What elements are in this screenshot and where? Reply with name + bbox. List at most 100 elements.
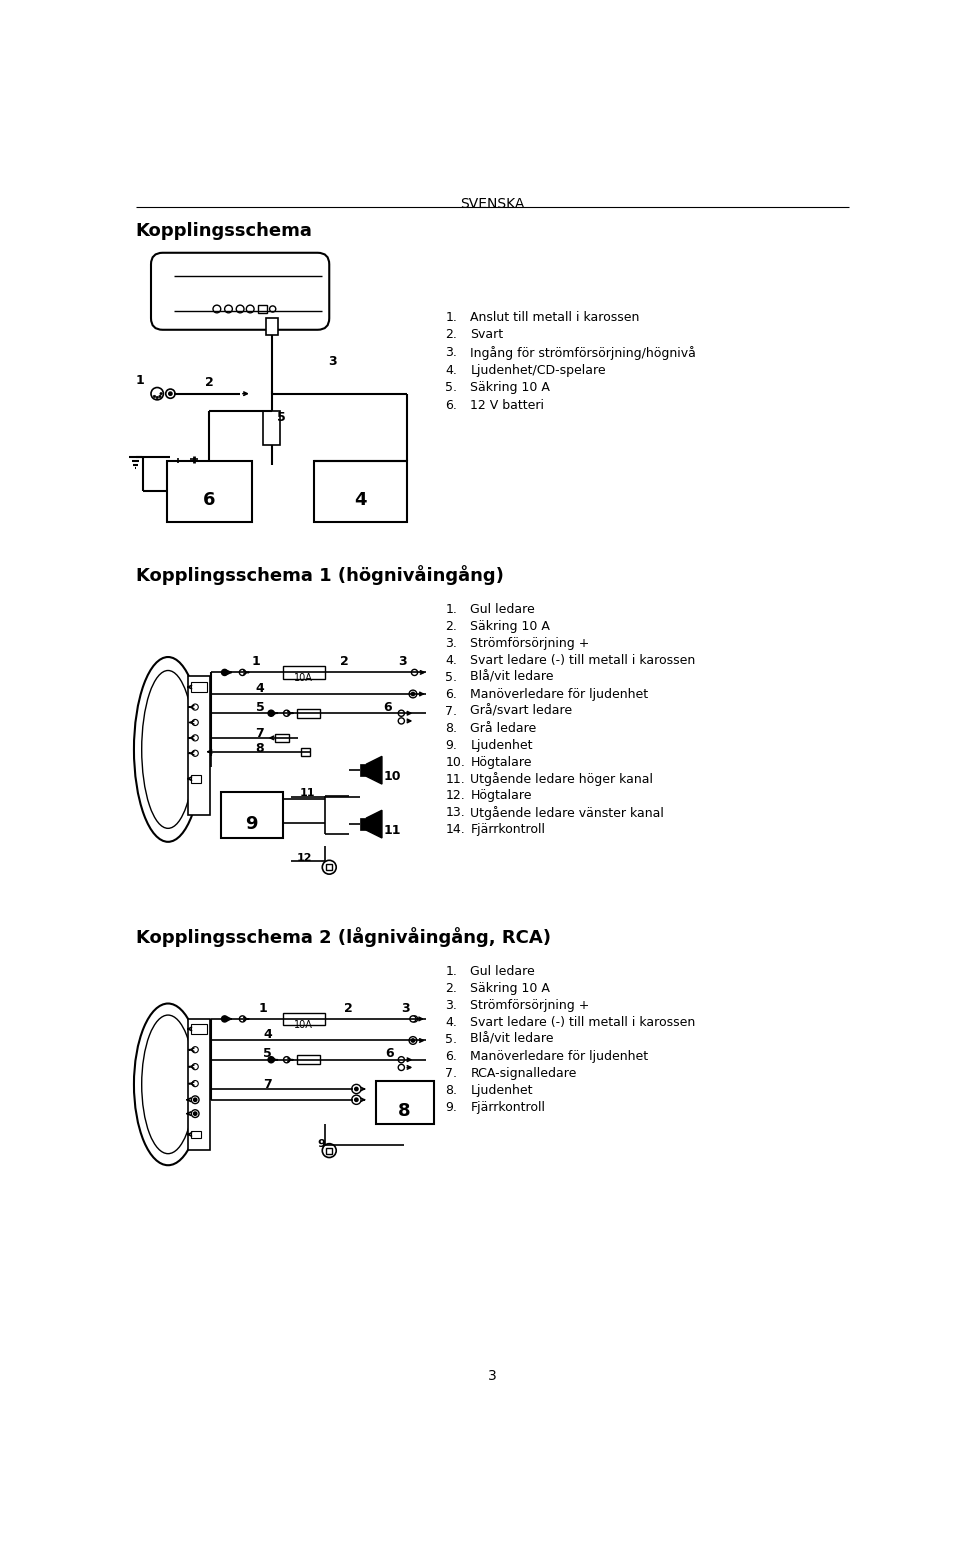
Circle shape: [412, 1040, 415, 1043]
Text: 3.: 3.: [445, 637, 457, 649]
Circle shape: [268, 710, 275, 716]
Text: 2.: 2.: [445, 620, 457, 634]
Text: 5: 5: [263, 1047, 272, 1060]
Text: 4: 4: [354, 492, 367, 509]
Text: Ljudenhet: Ljudenhet: [470, 738, 533, 752]
Circle shape: [192, 751, 199, 757]
Polygon shape: [367, 810, 382, 838]
Text: 6: 6: [203, 492, 215, 509]
Circle shape: [166, 389, 175, 398]
Bar: [258, 304, 267, 312]
Text: 2: 2: [341, 656, 349, 668]
Ellipse shape: [134, 1004, 203, 1165]
Text: 12: 12: [297, 854, 312, 863]
Bar: [191, 774, 201, 782]
Text: 10A: 10A: [294, 1019, 313, 1030]
Text: 6.: 6.: [445, 400, 457, 412]
Text: 1: 1: [252, 656, 260, 668]
Text: Svart: Svart: [470, 328, 503, 342]
Text: 4: 4: [255, 682, 264, 695]
Text: 7.: 7.: [445, 704, 458, 718]
Bar: [283, 667, 325, 679]
Circle shape: [409, 1037, 417, 1044]
Text: 10A: 10A: [294, 673, 313, 684]
Text: Grå/svart ledare: Grå/svart ledare: [470, 704, 572, 718]
Bar: [297, 709, 320, 718]
Text: Manöverledare för ljudenhet: Manöverledare för ljudenhet: [470, 1049, 648, 1063]
Bar: [188, 676, 210, 815]
Circle shape: [409, 690, 417, 698]
Bar: [375, 1082, 434, 1124]
Text: Ljudenhet/CD-spelare: Ljudenhet/CD-spelare: [470, 364, 606, 376]
Circle shape: [412, 670, 418, 676]
Text: 14.: 14.: [445, 823, 466, 837]
Text: 2: 2: [205, 376, 214, 389]
Text: Högtalare: Högtalare: [470, 790, 532, 802]
Text: 4.: 4.: [445, 1016, 457, 1029]
Text: 3: 3: [398, 656, 407, 668]
Circle shape: [247, 304, 254, 312]
Circle shape: [192, 1046, 199, 1052]
Text: 10: 10: [383, 770, 401, 784]
Text: Säkring 10 A: Säkring 10 A: [470, 620, 550, 634]
Circle shape: [355, 1099, 358, 1102]
Bar: [221, 791, 283, 838]
Text: Svart ledare (-) till metall i karossen: Svart ledare (-) till metall i karossen: [470, 1016, 696, 1029]
Text: 10.: 10.: [445, 756, 466, 768]
Bar: [314, 460, 407, 523]
Circle shape: [412, 1016, 418, 1022]
Text: Manöverledare för ljudenhet: Manöverledare för ljudenhet: [470, 688, 648, 701]
Text: 7: 7: [255, 727, 264, 740]
Circle shape: [283, 710, 290, 716]
Circle shape: [222, 1016, 228, 1022]
Text: Gul ledare: Gul ledare: [470, 965, 535, 979]
Text: 5.: 5.: [445, 671, 458, 684]
Circle shape: [225, 304, 232, 312]
Text: 8: 8: [255, 743, 264, 756]
Text: Kopplingsschema 2 (lågnivåingång, RCA): Kopplingsschema 2 (lågnivåingång, RCA): [135, 927, 550, 946]
Text: Kopplingsschema 1 (högnivåingång): Kopplingsschema 1 (högnivåingång): [135, 565, 503, 585]
Text: Grå ledare: Grå ledare: [470, 721, 537, 735]
Text: 12.: 12.: [445, 790, 466, 802]
Text: 6: 6: [385, 1047, 394, 1060]
Text: 1.: 1.: [445, 311, 457, 323]
Text: 3: 3: [327, 356, 336, 368]
Text: Utgående ledare vänster kanal: Utgående ledare vänster kanal: [470, 807, 664, 821]
Circle shape: [270, 306, 276, 312]
Bar: [166, 460, 252, 523]
Bar: [300, 748, 310, 756]
Circle shape: [351, 1096, 361, 1104]
Circle shape: [194, 1111, 197, 1115]
Circle shape: [191, 1096, 199, 1104]
Bar: [360, 763, 367, 776]
Circle shape: [412, 693, 415, 696]
Circle shape: [239, 670, 246, 676]
Bar: [275, 734, 289, 741]
Circle shape: [192, 1063, 199, 1069]
Text: Blå/vit ledare: Blå/vit ledare: [470, 671, 554, 684]
Text: 1.: 1.: [445, 965, 457, 979]
Text: Fjärrkontroll: Fjärrkontroll: [470, 823, 545, 837]
Circle shape: [355, 1088, 358, 1091]
Circle shape: [194, 1099, 197, 1102]
Text: Säkring 10 A: Säkring 10 A: [470, 381, 550, 395]
Bar: [191, 1130, 201, 1138]
Circle shape: [192, 735, 199, 741]
Polygon shape: [367, 757, 382, 784]
Text: 8.: 8.: [445, 1083, 458, 1096]
Bar: [297, 1055, 320, 1065]
Circle shape: [158, 395, 161, 398]
Text: 4: 4: [263, 1029, 272, 1041]
Text: 3: 3: [401, 1002, 410, 1015]
Text: 3.: 3.: [445, 999, 457, 1012]
Circle shape: [192, 704, 199, 710]
Bar: [360, 818, 367, 830]
Circle shape: [410, 1016, 416, 1022]
Circle shape: [283, 1057, 290, 1063]
Text: Strömförsörjning +: Strömförsörjning +: [470, 999, 589, 1012]
Circle shape: [268, 1057, 275, 1063]
Circle shape: [239, 1016, 246, 1022]
Text: 9: 9: [318, 1140, 325, 1149]
Text: 9: 9: [246, 815, 258, 834]
Circle shape: [151, 387, 163, 400]
